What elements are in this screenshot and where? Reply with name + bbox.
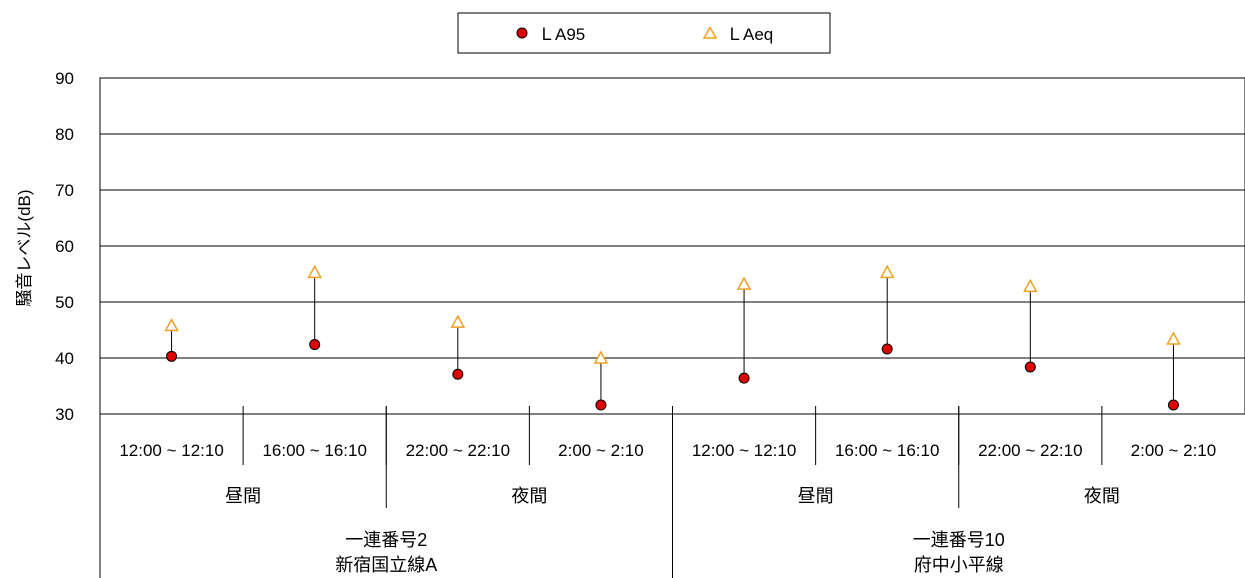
x-tick-label: 2:00 ~ 2:10 [558,441,644,460]
y-tick-label: 80 [55,125,74,144]
la95-point [739,373,749,383]
laeq-point [452,316,464,327]
legend-circle-marker [517,28,527,38]
y-tick-label: 40 [55,349,74,368]
la95-point [1168,400,1178,410]
y-tick-label: 90 [55,69,74,88]
legend-box [458,13,830,53]
la95-point [1025,362,1035,372]
x-tick-label: 12:00 ~ 12:10 [692,441,796,460]
category-axis: 12:00 ~ 12:10 16:00 ~ 16:10 22:00 ~ 22:10 2… [100,406,1216,578]
x-tick-label: 22:00 ~ 22:10 [406,441,510,460]
y-tick-label: 70 [55,181,74,200]
x-tick-label: 16:00 ~ 16:10 [262,441,366,460]
laeq-point [738,278,750,289]
laeq-point [1024,280,1036,291]
site-label-name: 新宿国立線A [335,555,437,575]
laeq-point [166,320,178,331]
period-label: 昼間 [225,486,261,506]
legend: ＬA95 ＬAeq [458,13,830,53]
la95-point [167,351,177,361]
x-tick-label: 16:00 ~ 16:10 [835,441,939,460]
site-label-number: 一連番号10 [913,530,1005,550]
period-label: 夜間 [1084,486,1120,506]
period-label: 夜間 [511,486,547,506]
legend-label-laeq: ＬAeq [726,25,773,44]
laeq-point [881,266,893,277]
laeq-point [309,266,321,277]
la95-point [310,340,320,350]
range-stems [172,277,1174,405]
la95-point [596,400,606,410]
data-markers [166,266,1180,410]
y-axis-label: 騒音レベル(dB) [15,189,34,306]
x-tick-label: 2:00 ~ 2:10 [1131,441,1217,460]
legend-label-la95: ＬA95 [538,25,585,44]
laeq-point [1167,333,1179,344]
y-tick-label: 60 [55,237,74,256]
y-tick-label: 30 [55,405,74,424]
y-tick-labels: 30 40 50 60 70 80 90 [55,69,74,424]
site-label-name: 府中小平線 [914,555,1004,575]
la95-point [453,369,463,379]
gridlines [100,134,1245,358]
period-label: 昼間 [798,486,834,506]
la95-point [882,344,892,354]
y-tick-label: 50 [55,293,74,312]
x-tick-label: 12:00 ~ 12:10 [119,441,223,460]
site-label-number: 一連番号2 [345,530,427,550]
x-tick-label: 22:00 ~ 22:10 [978,441,1082,460]
